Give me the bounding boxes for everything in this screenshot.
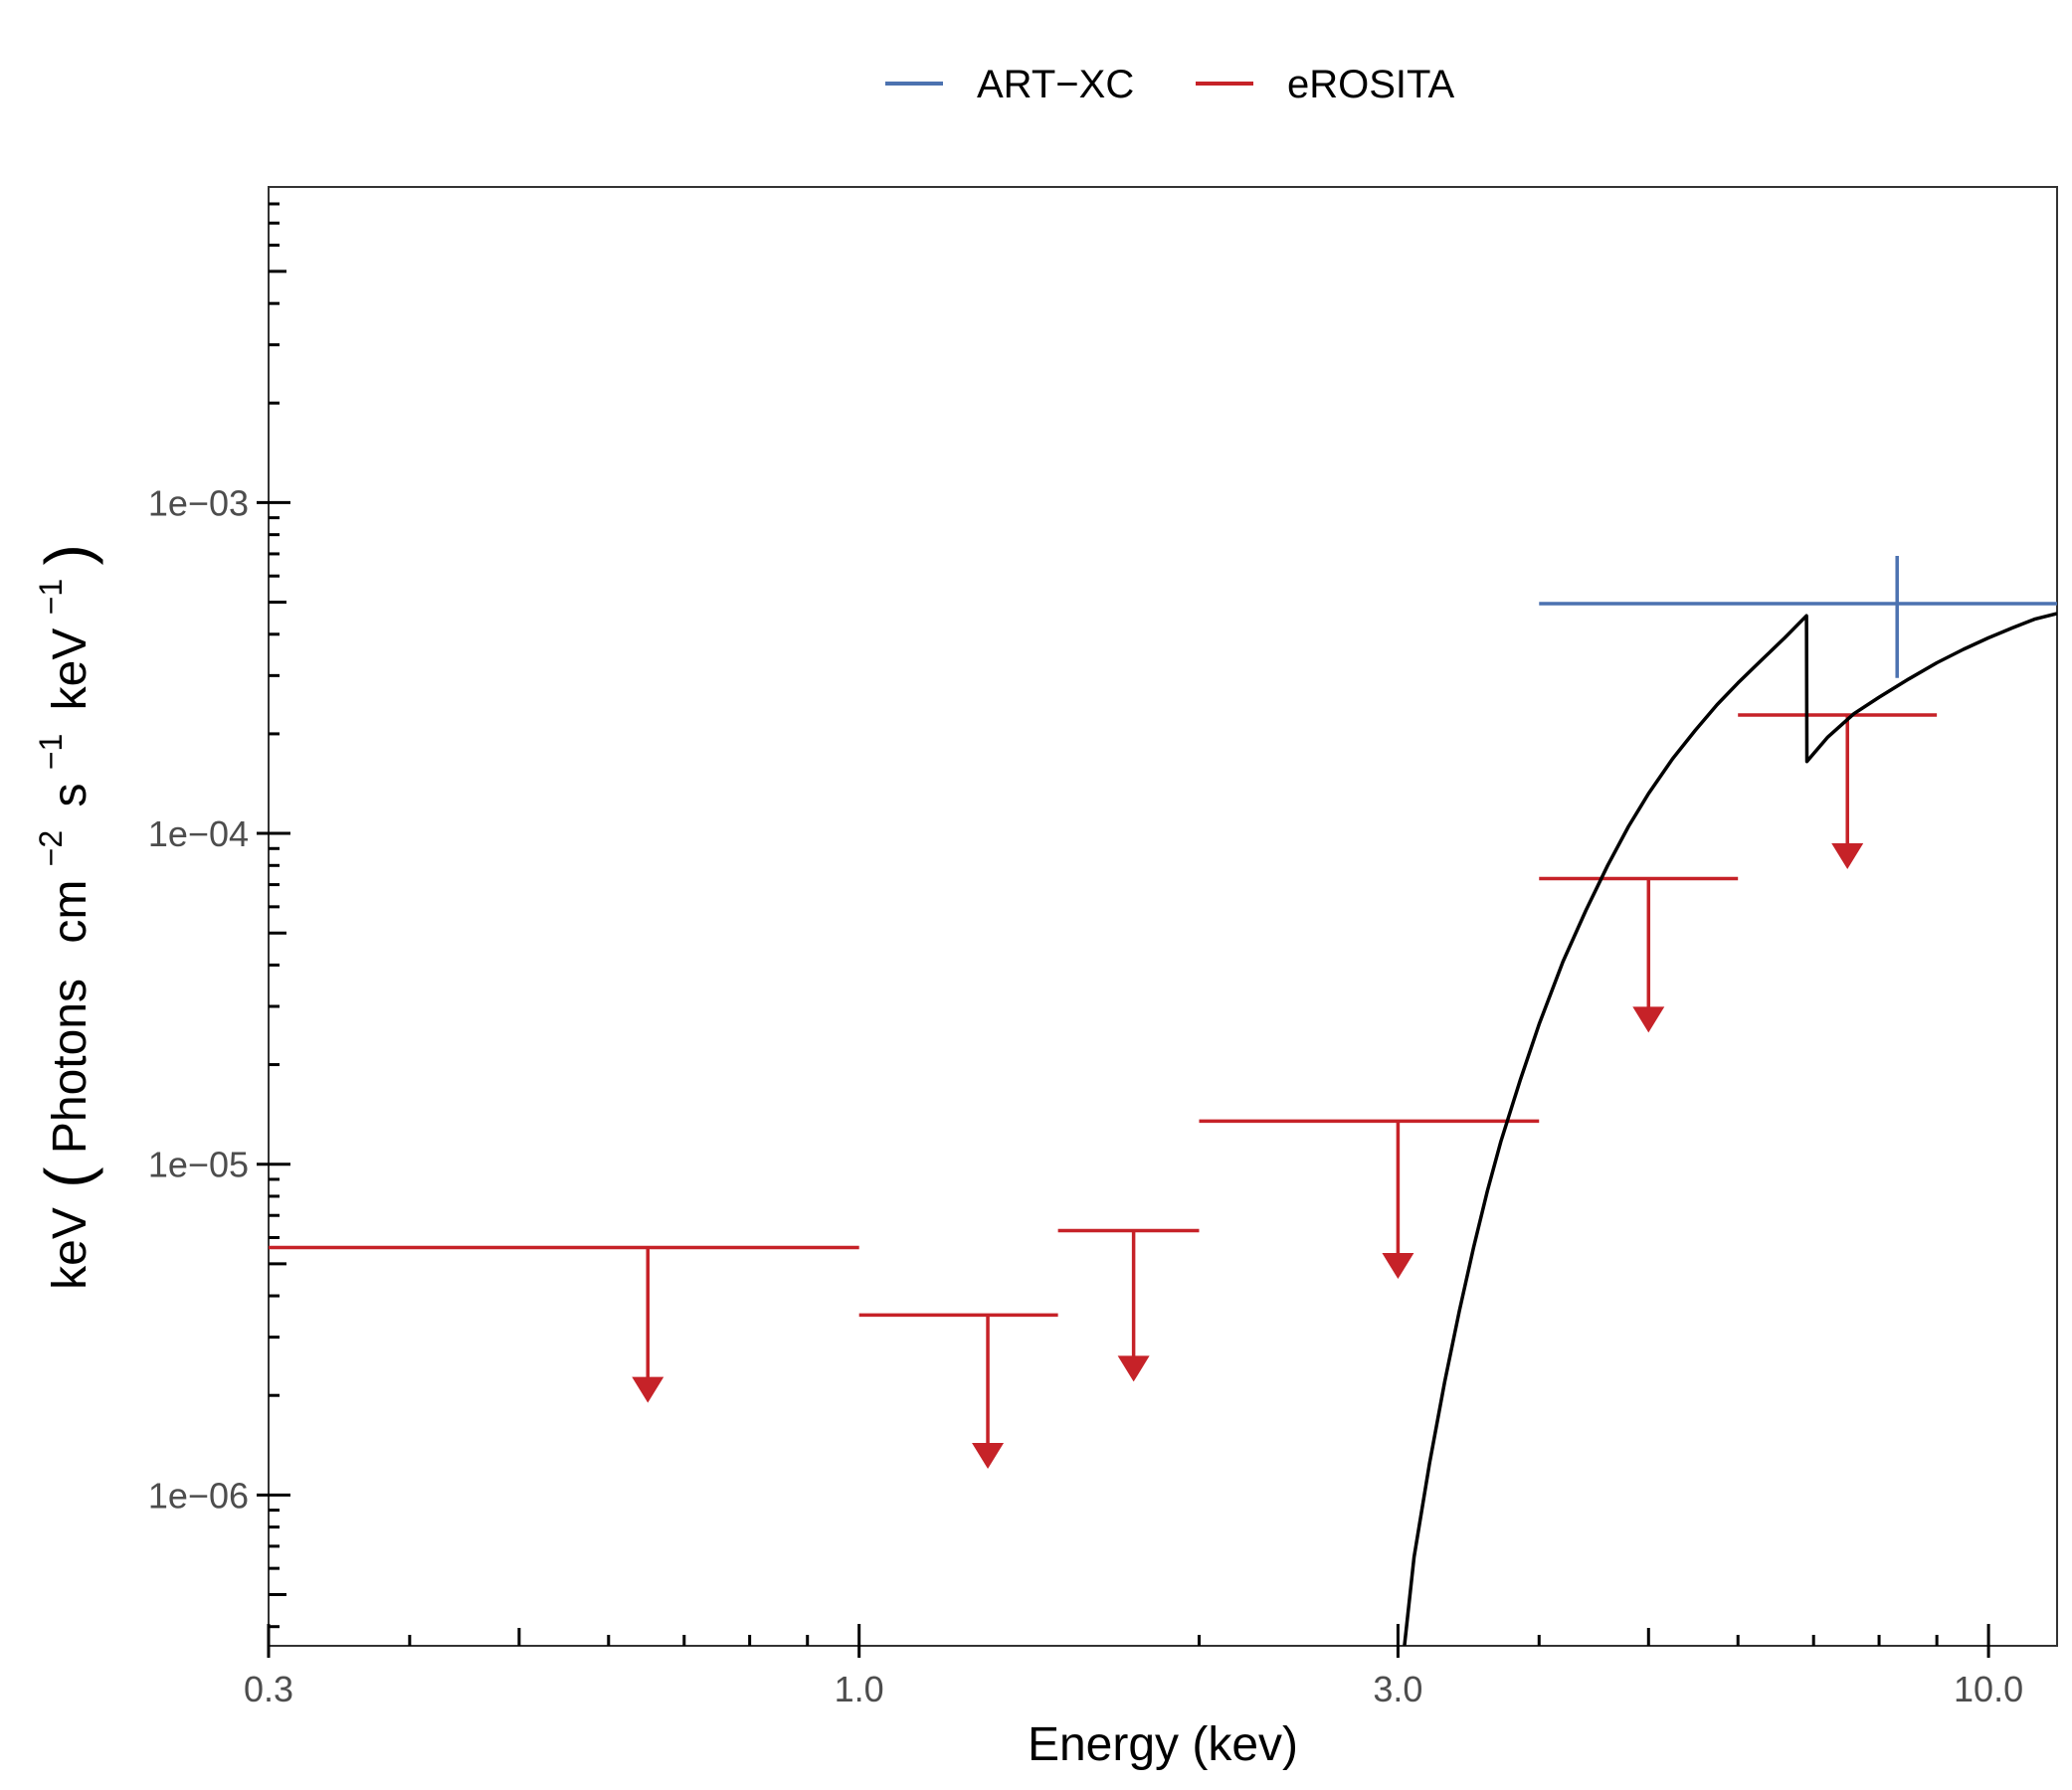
y-tick-label: 1e−03 xyxy=(148,482,249,523)
legend-label-erosita: eROSITA xyxy=(1287,63,1455,106)
y-title-base: keV xyxy=(44,1207,96,1290)
series-layer xyxy=(269,556,2057,1646)
y-title-kev: keV xyxy=(44,628,96,711)
y-title-s-exp: −1 xyxy=(33,734,69,770)
y-tick-label: 1e−04 xyxy=(148,813,249,854)
erosita-limit-arrow xyxy=(972,1443,1005,1469)
legend: ART−XC eROSITA xyxy=(885,63,1455,106)
y-axis-title: keV ( Photons cm −2 s −1 keV −1 ) xyxy=(20,544,103,1290)
erosita-limit-arrow xyxy=(1382,1253,1414,1280)
model-curve xyxy=(1403,612,2057,1646)
x-tick-label: 3.0 xyxy=(1373,1669,1422,1709)
plot-panel xyxy=(268,186,2058,1647)
svg-text:keV ( Photons: keV ( Photons cm −2 s −1 keV −1 ) xyxy=(20,544,103,1290)
y-title-cm-exp: −2 xyxy=(33,830,69,866)
y-title-cm: cm xyxy=(44,880,96,944)
erosita-limit-arrow xyxy=(1831,842,1864,869)
y-title-kev-exp: −1 xyxy=(33,579,69,615)
x-axis: 0.3 1.0 3.0 10.0 xyxy=(244,1624,2023,1709)
y-title-open-paren: ( xyxy=(32,1166,103,1187)
erosita-limit-arrow xyxy=(1117,1355,1150,1382)
erosita-limit-arrow xyxy=(632,1376,664,1403)
legend-label-art-xc: ART−XC xyxy=(977,63,1134,106)
y-axis: 1e−03 1e−04 1e−05 1e−06 xyxy=(148,202,290,1629)
y-tick-label: 1e−05 xyxy=(148,1145,249,1185)
y-title-photons: Photons xyxy=(44,979,96,1154)
y-title-close-paren: ) xyxy=(32,544,103,565)
x-axis-title: Energy (kev) xyxy=(1028,1718,1298,1771)
y-tick-label: 1e−06 xyxy=(148,1475,249,1516)
x-tick-label: 0.3 xyxy=(244,1669,293,1709)
x-tick-label: 10.0 xyxy=(1954,1669,2023,1709)
erosita-limit-arrow xyxy=(1632,1006,1665,1033)
x-tick-label: 1.0 xyxy=(835,1669,884,1709)
y-title-s: s xyxy=(44,784,96,807)
